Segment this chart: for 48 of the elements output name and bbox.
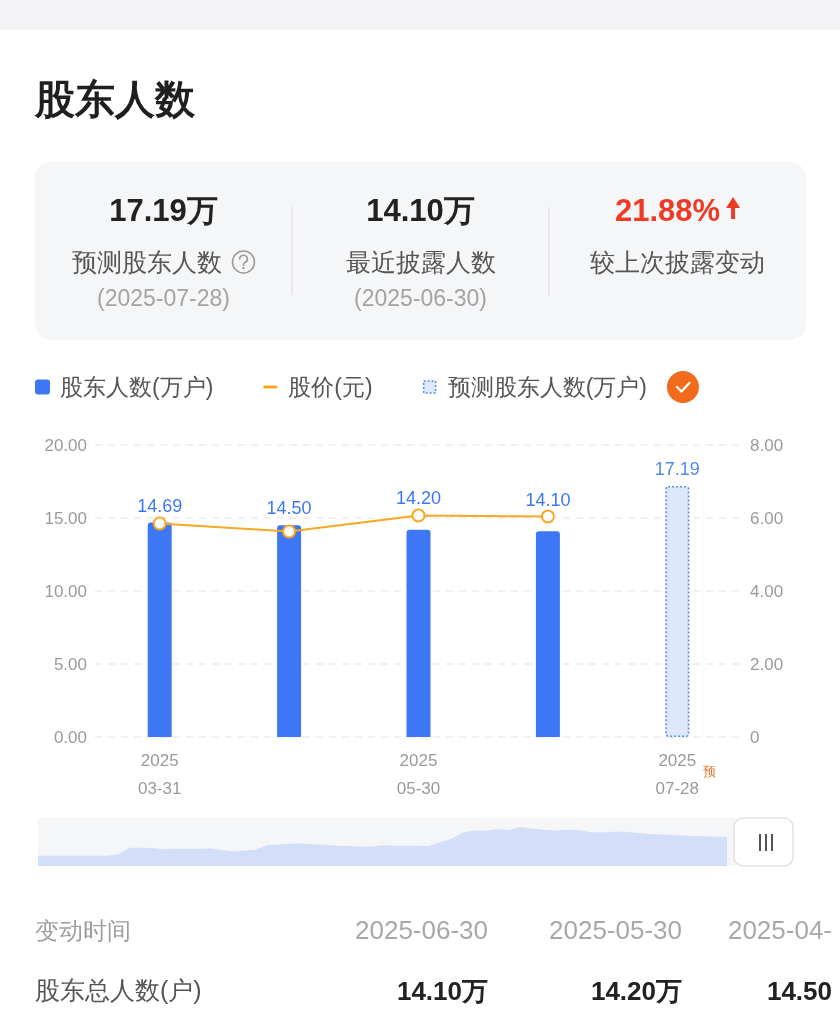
text: 预 [703,764,717,779]
y2-tick-label: 2.00 [750,655,784,674]
x-tick-label: 2025 07-28 [655,751,700,798]
point [152,516,167,531]
data-label: 14.50 [266,498,312,519]
y-tick-label: 15.00 [44,509,87,528]
text: 14.10万 [366,193,475,228]
point [411,508,426,523]
legend-label: 股价(元) [288,374,373,400]
point [540,509,555,524]
text: 2025-04- [727,915,832,945]
bar [535,531,560,737]
text: 2025-06-30 [355,915,488,945]
legend-label: 预测股东人数(万户) [447,374,647,400]
text: 14.20万 [590,976,682,1006]
bar [665,486,690,737]
bar [277,525,302,737]
y2-tick-label: 8.00 [750,436,784,455]
text: 股东人数 [34,77,196,121]
text: 14.50 [766,976,832,1006]
text: 14.10万 [396,976,488,1006]
y-tick-label: 10.00 [44,582,87,601]
data-label: 14.10 [525,489,571,510]
y2-tick-label: 0 [750,728,760,747]
point [282,524,297,539]
data-label: 17.19 [654,459,700,480]
text: (2025-07-28) [97,285,230,311]
text: 变动时间 [35,917,131,944]
x-tick-label: 2025 03-31 [137,751,182,798]
x-tick-label: 2025 05-30 [396,751,441,798]
text: 21.88% [614,193,721,228]
text: 较上次披露变动 [590,248,765,276]
text: 最近披露人数 [345,248,496,276]
text: 股东总人数(户) [35,976,202,1004]
y-tick-label: 5.00 [53,655,87,674]
text: 17.19万 [109,193,218,228]
bar [147,522,172,737]
bar [406,529,431,737]
text: (2025-06-30) [354,285,487,311]
y-tick-label: 0.00 [53,728,87,747]
text: 预测股东人数 [71,248,222,276]
y2-tick-label: 6.00 [750,509,784,528]
data-label: 14.69 [137,495,183,516]
text: 2025-05-30 [549,915,682,945]
y2-tick-label: 4.00 [750,582,784,601]
legend-label: 股东人数(万户) [60,374,214,400]
y-tick-label: 20.00 [44,436,87,455]
data-label: 14.20 [395,488,442,509]
